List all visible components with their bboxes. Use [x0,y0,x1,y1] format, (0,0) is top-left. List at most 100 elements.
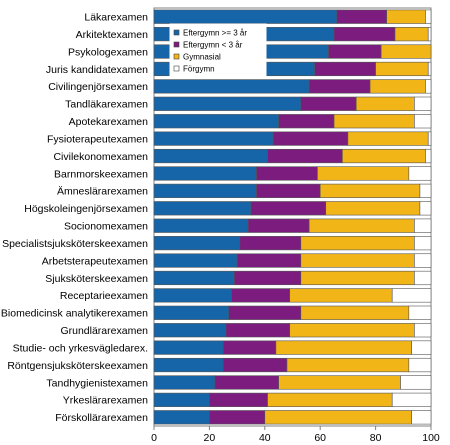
x-tick-label: 60 [314,432,326,444]
bar-segment [239,236,302,251]
bar-segment [414,323,432,338]
x-axis: 0 20 40 60 80 100 [151,426,440,444]
legend-label: Förgymn [183,65,215,74]
bar-segment [214,375,279,390]
category-label: Apotekarexamen [69,116,149,128]
bar-segment [314,61,376,77]
legend-label: Gymnasial [183,53,221,62]
bar-segment [427,131,432,146]
bar-segment [153,288,232,303]
bar-segment [333,114,415,129]
bar-segment [375,61,429,77]
x-tick-label: 40 [259,432,271,444]
bar-segment [153,131,274,146]
bar-segment [336,9,387,24]
category-label: Ämneslärarexamen [57,186,148,198]
category-label: Civilekonomexamen [53,151,148,163]
bar-segment [425,9,432,24]
category-label: Studie- och yrkesvägledarex. [13,342,148,354]
bar-segment [369,79,426,94]
bar-segment [414,253,432,268]
category-label: Juris kandidatexamen [46,64,148,76]
bar-segment [400,375,432,390]
bar-segment [414,236,432,251]
bar-segment [355,96,415,111]
bar-segment [414,270,432,286]
bar-segment [153,323,227,338]
bar-segment [414,218,432,233]
bar-segment [419,183,432,198]
category-label: Barnmorskeexamen [54,168,148,180]
bar-segment [425,148,432,164]
bar-segment [386,9,426,24]
bar-segment [319,183,421,198]
bar-segment [153,166,257,181]
bar-segment [153,305,230,320]
bar-segment [209,410,266,425]
bar-segment [222,340,277,355]
bar-segment [414,96,432,111]
bar-segment [278,375,401,390]
category-label: Röntgensjuksköterskeexamen [7,360,148,372]
plot-area [153,7,432,427]
category-label: Tandhygienistexamen [46,377,148,389]
bar-segment [408,357,432,373]
category-label: Läkarexamen [84,12,148,24]
x-tick-label: 20 [204,432,216,444]
bar-segment [153,114,279,129]
bar-segment [394,27,429,42]
category-label: Tandläkarexamen [65,99,148,111]
bar-segment [236,253,302,268]
bar-segment [153,79,310,94]
category-label: Högskoleingenjörsexamen [24,203,148,215]
bar-segment [328,44,382,59]
bar-segment [427,61,432,77]
legend-swatch [173,53,180,60]
bar-segment [225,323,291,338]
bar-segment [247,218,310,233]
bar-segment [267,392,393,407]
category-labels: Läkarexamen Arkitektexamen Psykologexamen J… [1,12,148,425]
category-label: Grundlärarexamen [60,325,148,337]
bar-segment [289,288,393,303]
bar-segment [153,183,257,198]
bar-segment [411,410,432,425]
bar-segment [300,236,415,251]
bar-segment [380,44,432,59]
legend-box [169,23,267,77]
legend-swatch [173,65,180,72]
category-label: Civilingenjörsexamen [48,81,148,93]
bar-segment [231,288,291,303]
bar-segment [300,305,410,320]
bar-segment [209,392,268,407]
category-label: Arkitektexamen [76,29,149,41]
category-label: Sjuksköterskeexamen [45,273,148,285]
category-label: Biomedicinsk analytikerexamen [1,308,148,320]
bar-segment [408,305,432,320]
bar-segment [308,79,371,94]
bar-segment [153,357,224,373]
bar-segment [419,201,432,216]
bar-segment [153,96,302,111]
bar-segment [153,253,238,268]
bar-segment [250,201,327,216]
bar-segment [411,340,432,355]
bar-segment [300,253,415,268]
category-label: Yrkeslärarexamen [63,395,148,407]
bar-segment [342,148,426,164]
category-label: Specialistsjuksköterskeexamen [2,238,148,250]
bar-segment [391,288,432,303]
bar-segment [391,392,432,407]
bar-segment [275,340,412,355]
bar-segment [153,392,210,407]
plot-frame [153,7,432,427]
bar-segment [278,114,335,129]
bar-segment [425,79,432,94]
bar-segment [347,131,429,146]
legend-label: Eftergymn < 3 år [183,41,243,50]
bar-segment [153,270,235,286]
bar-segment [267,148,343,164]
bar-segment [228,305,302,320]
bar-segment [256,183,321,198]
category-label: Arbetsterapeutexamen [42,255,148,267]
